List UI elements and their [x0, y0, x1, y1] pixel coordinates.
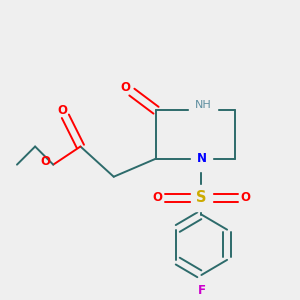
- Text: O: O: [41, 155, 51, 168]
- Text: NH: NH: [194, 100, 211, 110]
- Text: O: O: [240, 191, 250, 204]
- Text: O: O: [153, 191, 163, 204]
- Text: O: O: [121, 81, 131, 94]
- Text: F: F: [197, 284, 206, 297]
- Text: O: O: [57, 104, 67, 117]
- Text: N: N: [196, 152, 206, 165]
- Text: S: S: [196, 190, 207, 206]
